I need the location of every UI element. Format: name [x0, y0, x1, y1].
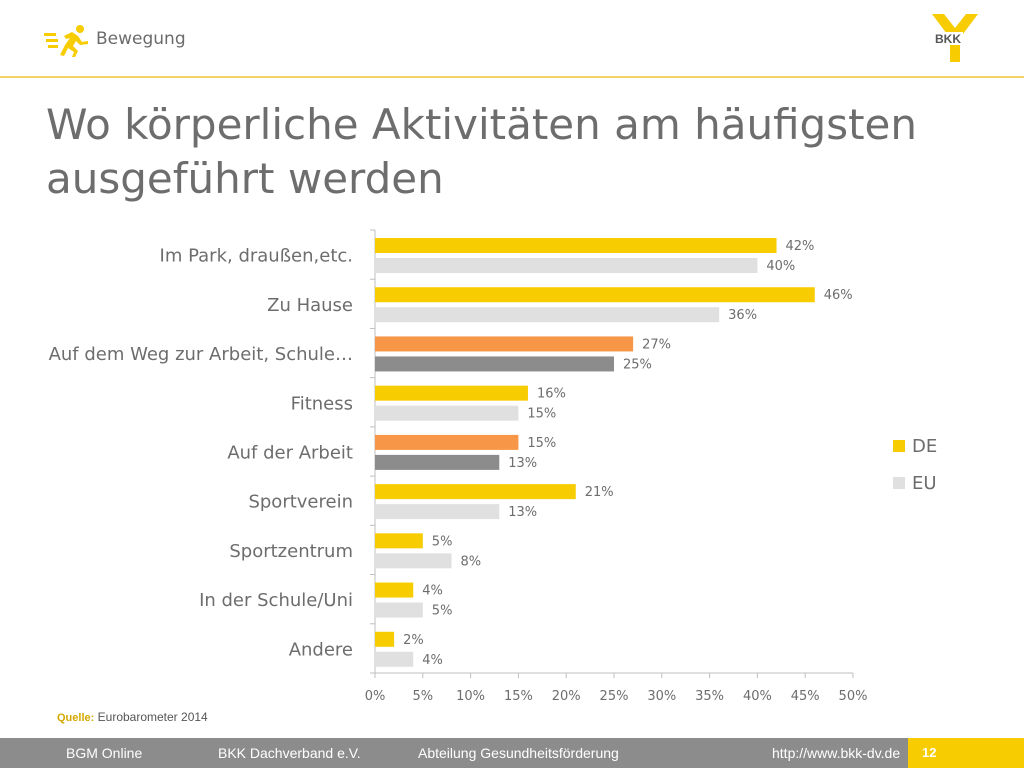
data-label: 16% — [537, 387, 566, 402]
bar-eu — [375, 356, 614, 372]
page-number: 12 — [922, 745, 937, 760]
x-tick-label: 50% — [839, 689, 868, 704]
x-tick-label: 5% — [412, 689, 433, 704]
legend-swatch-eu — [893, 477, 905, 489]
category-label: Andere — [289, 639, 353, 660]
data-label: 2% — [403, 633, 424, 648]
data-label: 40% — [766, 259, 795, 274]
category-label: Sportzentrum — [229, 541, 353, 562]
source-note: Quelle: Eurobarometer 2014 — [57, 710, 208, 724]
source-label: Quelle: — [57, 712, 95, 724]
category-label: Zu Hause — [267, 295, 353, 316]
x-tick-label: 0% — [365, 689, 386, 704]
footer: BGM Online BKK Dachverband e.V. Abteilun… — [0, 738, 1024, 768]
x-tick-label: 10% — [456, 689, 485, 704]
footer-item-bgm: BGM Online — [66, 745, 143, 761]
bar-eu — [375, 504, 500, 520]
category-label: Auf dem Weg zur Arbeit, Schule… — [49, 344, 353, 365]
bar-de — [375, 631, 395, 647]
x-tick-label: 35% — [695, 689, 724, 704]
bar-de — [375, 484, 576, 500]
runner-icon — [44, 25, 88, 57]
category-label: Auf der Arbeit — [227, 443, 353, 464]
category-label: Sportverein — [248, 492, 353, 513]
data-label: 36% — [728, 308, 757, 323]
x-tick-label: 15% — [504, 689, 533, 704]
data-label: 5% — [432, 534, 453, 549]
bar-de — [375, 336, 634, 352]
legend-label-de: DE — [912, 436, 937, 457]
category-label: In der Schule/Uni — [199, 590, 353, 611]
data-label: 5% — [432, 604, 453, 619]
footer-url-link[interactable]: http://www.bkk-dv.de — [772, 745, 901, 761]
data-label: 8% — [460, 554, 481, 569]
header: Bewegung BKK — [0, 0, 1024, 78]
bkk-logo: BKK — [932, 14, 978, 62]
page-title: Wo körperliche Aktivitäten am häufigsten… — [46, 98, 946, 206]
bar-eu — [375, 258, 758, 273]
page-title-line-1: Wo körperliche Aktivitäten am häufigsten — [46, 100, 918, 149]
data-label: 4% — [422, 584, 443, 599]
bar-eu — [375, 307, 720, 323]
x-tick-label: 25% — [600, 689, 629, 704]
x-tick-label: 30% — [647, 689, 676, 704]
x-tick-label: 40% — [743, 689, 772, 704]
page-title-line-2: ausgeführt werden — [46, 154, 444, 203]
bar-de — [375, 238, 777, 253]
data-label: 46% — [824, 288, 853, 303]
bar-de — [375, 434, 519, 450]
category-label: Im Park, draußen,etc. — [160, 246, 353, 267]
bar-de — [375, 582, 414, 598]
bar-eu — [375, 454, 500, 470]
data-label: 13% — [508, 505, 537, 520]
legend-swatch-de — [893, 440, 905, 452]
bar-de — [375, 385, 528, 401]
bar-chart: 0% 5% 10% 15% 20% 25% 30% 35% 40% 45% 50% Im Park, … — [49, 229, 937, 704]
header-divider — [0, 76, 1024, 78]
bar-eu — [375, 651, 414, 667]
data-label: 4% — [422, 653, 443, 668]
footer-item-dachverband: BKK Dachverband e.V. — [218, 745, 361, 761]
bar-eu — [375, 405, 519, 421]
bar-de — [375, 533, 423, 549]
source-text: Eurobarometer 2014 — [97, 710, 208, 724]
x-tick-label: 45% — [791, 689, 820, 704]
bar-de — [375, 287, 815, 303]
data-label: 15% — [527, 407, 556, 422]
legend-label-eu: EU — [912, 473, 937, 494]
bar-eu — [375, 602, 423, 618]
logo-text: BKK — [935, 32, 961, 46]
data-label: 27% — [642, 337, 671, 352]
data-label: 25% — [623, 357, 652, 372]
data-label: 15% — [527, 436, 556, 451]
data-label: 13% — [508, 456, 537, 471]
x-tick-label: 20% — [552, 689, 581, 704]
footer-page-box: 12 — [908, 738, 1024, 768]
footer-item-abteilung: Abteilung Gesundheitsförderung — [418, 745, 619, 761]
data-label: 42% — [786, 239, 815, 254]
category-label: Fitness — [291, 393, 353, 414]
bar-eu — [375, 553, 452, 569]
data-label: 21% — [585, 485, 614, 500]
section-label: Bewegung — [96, 29, 186, 49]
